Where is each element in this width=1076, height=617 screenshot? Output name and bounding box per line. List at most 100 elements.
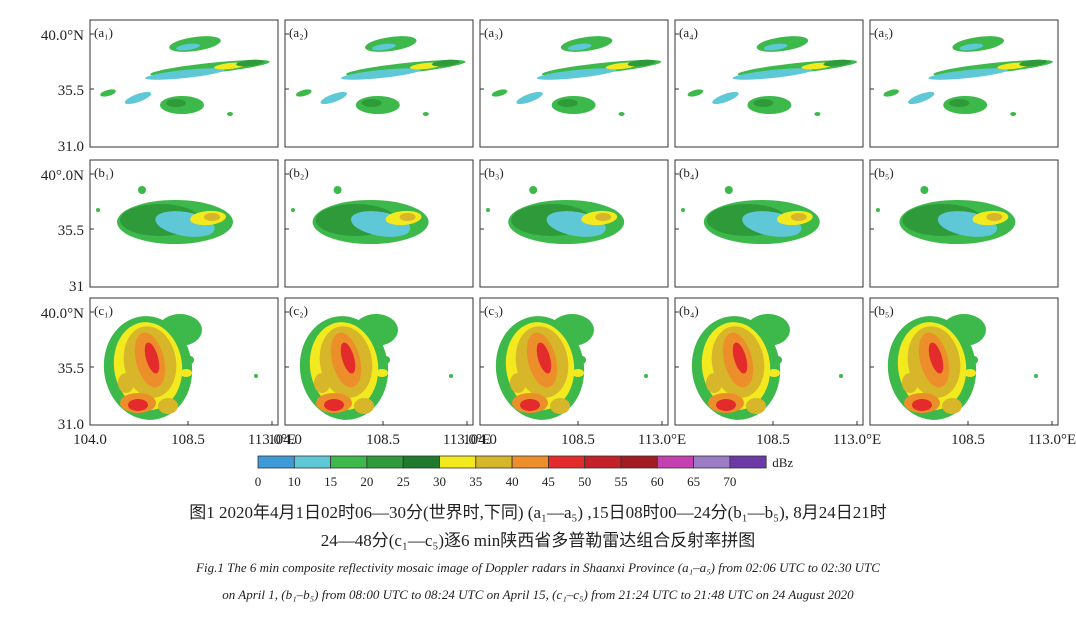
x-tick-label: 113.0°E [638,432,686,448]
x-tick-label: 108.5 [366,432,400,448]
radar-panel: (c₃) [479,297,669,426]
colorbar-tick-label: 40 [506,474,519,489]
colorbar-tick-label: 15 [324,474,337,489]
echo-patch [144,342,160,374]
echo-patch [138,186,146,194]
echo-patch [204,213,220,221]
radar-panel: (b₄) [674,297,864,426]
echo-patch [627,59,656,67]
echo-patch [158,398,178,414]
panel-label: (b₂) [289,165,309,180]
colorbar-swatch [693,455,731,469]
panel-frame [869,19,1059,148]
echo-patch [314,373,330,393]
panel-label: (a₃) [484,25,503,40]
echo-patch [712,91,739,105]
echo-patch [227,112,233,116]
colorbar-tick-label: 70 [723,474,736,489]
echo-patch [790,213,807,221]
colorbar-swatch [620,455,658,469]
echo-patch [118,373,134,393]
colorbar-tick-label: 65 [687,474,700,489]
panel-label: (a₁) [94,25,113,40]
colorbar-swatch [511,455,549,469]
panel-frame [284,19,474,148]
colorbar-swatch [584,455,622,469]
echo-patch [382,356,390,364]
colorbar-unit: dBz [772,455,793,470]
echo-patch [1010,112,1017,116]
echo-patch [753,99,774,107]
colorbar-tick-label: 55 [615,474,628,489]
echo-patch [716,399,736,411]
echo-patch [746,398,766,414]
echo-patch [100,89,116,97]
radar-panel: (b₁) [89,159,279,288]
panel-label: (b₃) [484,165,504,180]
x-tick-label: 104.0 [73,432,107,448]
echo-patch [340,342,356,374]
colorbar: 0 10 15 20 25 30 35 40 45 50 55 60 65 70 dBz [255,455,794,489]
panel-label: (b₄) [679,303,699,318]
radar-panel: (a₄) [674,19,864,148]
colorbar-swatch [366,455,404,469]
radar-panel: (a₅) [869,19,1059,148]
echo-patch [431,59,460,67]
x-tick-label: 108.5 [756,432,790,448]
echo-patch [449,374,453,378]
echo-patch [902,373,918,393]
echo-patch [324,399,344,411]
echo-patch [371,43,396,51]
echo-patch [128,399,148,411]
echo-patch [763,43,788,51]
echo-patch [529,186,538,194]
echo-patch [839,374,843,378]
radar-panel: (b₅) [869,159,1059,288]
echo-patch [186,356,194,364]
x-tick-label: 108.5 [951,432,985,448]
echo-patch [567,43,592,51]
colorbar-swatch [402,455,440,469]
echo-patch [942,398,962,414]
echo-patch [706,373,722,393]
echo-patch [145,68,225,80]
radar-panel: (b₄) [674,159,864,288]
panel-label: (c₃) [484,303,503,318]
colorbar-swatch [729,455,767,469]
y-tick-label: 31.0 [58,139,84,155]
radar-panel: (c₁) [89,297,279,426]
colorbar-tick-label: 0 [255,474,262,489]
echo-patch [928,68,1008,80]
radar-panel: (b₃) [479,159,669,288]
panel-label: (b₄) [679,165,699,180]
panel-frame [674,19,864,148]
echo-patch [341,68,421,80]
echo-patch [907,91,935,105]
colorbar-tick-label: 25 [397,474,410,489]
echo-patch [920,186,929,194]
echo-patch [422,112,429,116]
echo-patch [550,398,570,414]
echo-patch [536,342,552,374]
y-tick-label: 40.0°N [41,28,84,44]
echo-patch [970,356,978,364]
echo-patch [959,43,984,51]
colorbar-tick-label: 45 [542,474,555,489]
y-tick-label: 31 [69,279,84,295]
colorbar-tick-label: 10 [288,474,301,489]
x-tick-label: 108.5 [561,432,595,448]
echo-patch [354,398,374,414]
echo-patch [376,369,388,377]
x-tick-label: 113.0°E [443,432,491,448]
panel-label: (c₁) [94,303,113,318]
echo-patch [768,369,780,377]
echo-patch [618,112,625,116]
caption-zh-line1: 图1 2020年4月1日02时06—30分(世界时,下同) (a₁—a₅) ,1… [189,503,887,522]
caption-zh-line2: 24—48分(c₁—c₅)逐6 min陕西省多普勒雷达组合反射率拼图 [320,531,756,550]
y-tick-label: 35.5 [58,361,84,377]
echo-patch [732,68,813,80]
echo-patch [1019,59,1048,67]
echo-patch [254,374,258,378]
y-tick-label: 35.5 [58,83,84,99]
echo-patch [361,99,382,107]
